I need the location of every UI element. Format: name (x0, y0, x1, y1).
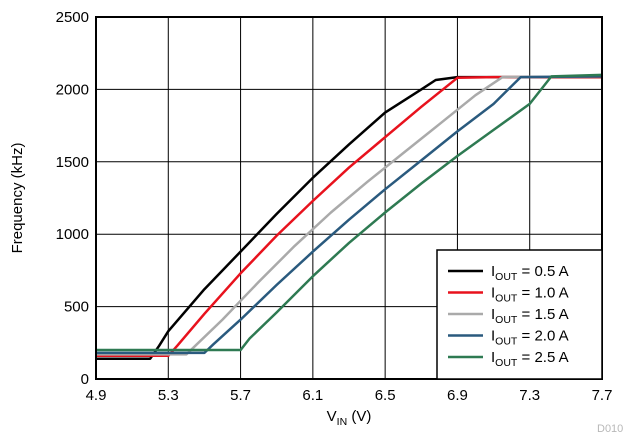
x-tick-label: 6.5 (375, 387, 396, 404)
legend-label-1: IOUT = 0.5 A (491, 263, 569, 283)
legend-label-4: IOUT = 2.0 A (491, 328, 569, 348)
x-tick-label: 7.3 (519, 387, 540, 404)
x-axis-label-sub: IN (337, 416, 348, 428)
plot-frame (95, 16, 603, 380)
x-tick-label: 7.7 (592, 387, 613, 404)
legend-label-2: IOUT = 1.0 A (491, 285, 569, 305)
series-line-3 (96, 75, 603, 356)
x-tick-label: 5.3 (158, 387, 179, 404)
x-tick-label: 6.9 (447, 387, 468, 404)
x-axis-label: VIN (V) (327, 408, 372, 428)
y-axis-label: Frequency (kHz) (9, 143, 26, 254)
y-tick-label: 1000 (56, 226, 89, 243)
x-tick-label: 5.7 (230, 387, 251, 404)
y-tick-labels: 0 500 1000 1500 2000 2500 (56, 9, 89, 388)
x-tick-label: 6.1 (302, 387, 323, 404)
series-lines (96, 73, 603, 360)
x-tick-label: 4.9 (86, 387, 107, 404)
x-axis-label-unit: (V) (347, 408, 371, 425)
series-line-2 (96, 75, 602, 358)
x-axis-label-main: V (327, 408, 337, 425)
y-tick-label: 500 (64, 299, 89, 316)
y-tick-label: 1500 (56, 154, 89, 171)
x-tick-labels: 4.9 5.3 5.7 6.1 6.5 6.9 7.3 7.7 (86, 387, 613, 404)
series-line-5 (96, 73, 603, 352)
y-tick-label: 0 (81, 371, 89, 388)
figure-id: D010 (597, 423, 623, 435)
legend-label-5: IOUT = 2.5 A (491, 349, 569, 369)
series-line-4 (96, 75, 603, 355)
legend-label-3: IOUT = 1.5 A (491, 306, 569, 326)
y-tick-label: 2500 (56, 9, 89, 26)
y-tick-label: 2000 (56, 81, 89, 98)
series-line-1 (96, 75, 602, 360)
